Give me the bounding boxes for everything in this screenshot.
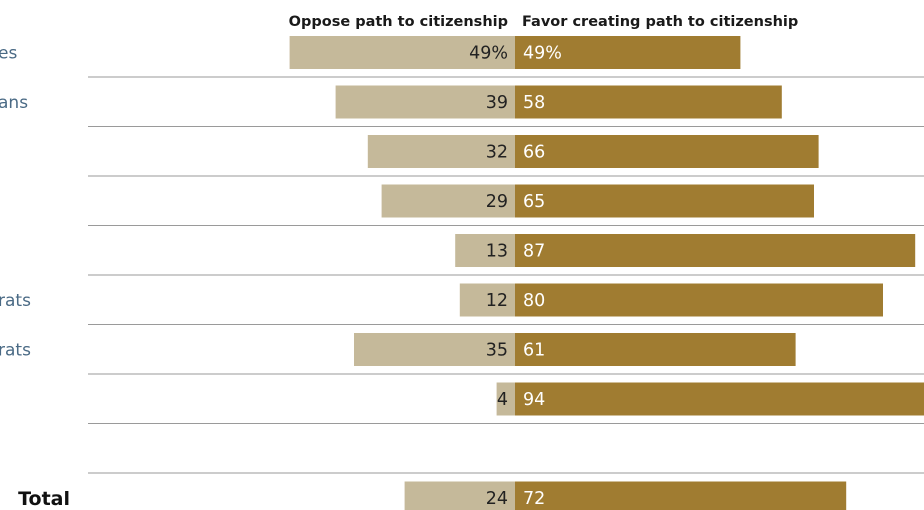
bar-favor	[515, 184, 814, 218]
value-label-favor: 94	[523, 390, 545, 410]
value-label-oppose: 29	[486, 192, 508, 212]
chart-rows: es 49% 49% ans 39 58 32 66 29 65 13 87 rats 12 80 rats 3…	[0, 36, 924, 510]
bar-favor	[515, 85, 782, 119]
bar-oppose	[335, 85, 515, 119]
value-label-favor: 66	[523, 143, 545, 163]
bar-favor	[515, 481, 847, 510]
value-label-favor: 80	[523, 291, 545, 311]
row-label: es	[0, 44, 17, 64]
bar-oppose	[496, 382, 515, 416]
bar-favor	[515, 234, 916, 267]
bar-oppose	[289, 36, 515, 69]
header-oppose: Oppose path to citizenship	[289, 14, 508, 30]
bar-oppose	[404, 481, 515, 510]
bar-favor	[515, 36, 741, 69]
bar-favor	[515, 135, 819, 168]
value-label-oppose: 24	[486, 489, 508, 509]
value-label-oppose: 39	[486, 93, 508, 113]
bar-oppose	[354, 333, 515, 366]
value-label-oppose: 12	[486, 291, 508, 311]
bar-oppose	[455, 234, 515, 267]
bar-oppose	[367, 135, 515, 168]
row-label: rats	[0, 291, 31, 311]
value-label-favor: 87	[523, 242, 545, 262]
bar-favor	[515, 382, 924, 416]
row-label: Total	[18, 488, 70, 510]
value-label-oppose: 35	[486, 341, 508, 361]
value-label-favor: 58	[523, 93, 545, 113]
bar-oppose	[381, 184, 515, 218]
row-label: rats	[0, 341, 31, 361]
value-label-oppose: 49%	[469, 44, 508, 64]
value-label-favor: 65	[523, 192, 545, 212]
value-label-oppose: 4	[497, 390, 508, 410]
value-label-oppose: 13	[486, 242, 508, 262]
value-label-favor: 61	[523, 341, 545, 361]
bar-oppose	[459, 283, 515, 317]
header-favor: Favor creating path to citizenship	[522, 14, 798, 30]
row-label: ans	[0, 93, 28, 113]
value-label-oppose: 32	[486, 143, 508, 163]
bar-favor	[515, 333, 796, 366]
value-label-favor: 49%	[523, 44, 562, 64]
value-label-favor: 72	[523, 489, 545, 509]
bar-favor	[515, 283, 883, 317]
